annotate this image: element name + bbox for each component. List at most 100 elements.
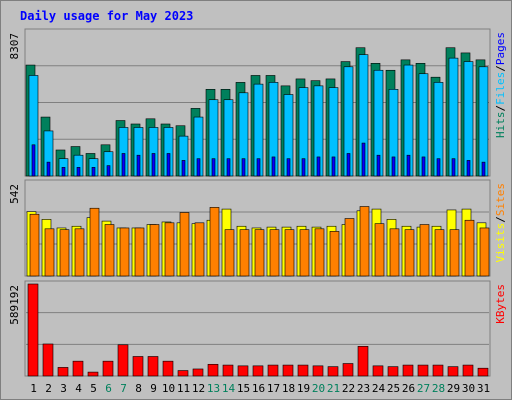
sites-bar — [464, 219, 475, 277]
sites-bar — [89, 207, 100, 277]
day-label: 23 — [357, 382, 370, 395]
pages-bar — [166, 153, 171, 177]
kbytes-bar — [117, 344, 129, 377]
sites-bar — [359, 206, 370, 277]
sites-bar — [344, 218, 355, 277]
kbytes-bar — [237, 365, 249, 377]
bottom-panel — [24, 280, 491, 377]
day-label: 24 — [372, 382, 386, 395]
pages-bar — [226, 158, 231, 177]
day-label: 1 — [30, 382, 37, 395]
day-label: 22 — [342, 382, 355, 395]
day-label: 4 — [75, 382, 82, 395]
day-label: 31 — [477, 382, 490, 395]
sites-bar — [224, 229, 235, 277]
kbytes-bar — [177, 370, 189, 377]
kbytes-bar — [462, 364, 474, 377]
pages-bar — [46, 161, 51, 177]
sites-bar — [164, 222, 175, 277]
day-label: 25 — [387, 382, 400, 395]
pages-bar — [151, 153, 156, 177]
kbytes-bar — [432, 364, 444, 377]
pages-bar — [286, 158, 291, 177]
kbytes-bar — [477, 367, 489, 377]
legend-entry: KBytes — [494, 284, 507, 324]
sites-bar — [299, 229, 310, 277]
pages-bar — [301, 158, 306, 177]
sites-bar — [239, 229, 250, 277]
pages-bar — [196, 158, 201, 177]
sites-bar — [254, 229, 265, 277]
kbytes-bar — [207, 363, 219, 377]
top-max-label: 8307 — [8, 33, 21, 60]
kbytes-bar — [267, 364, 279, 377]
legend-entry: Pages — [494, 32, 507, 65]
sites-bar — [104, 224, 115, 277]
kbytes-bar — [162, 360, 174, 377]
kbytes-bar — [57, 367, 69, 377]
kbytes-bar — [282, 364, 294, 377]
pages-bar — [91, 167, 96, 177]
kbytes-bar — [312, 365, 324, 377]
kbytes-bar — [42, 343, 54, 377]
pages-bar — [256, 158, 261, 177]
pages-bar — [76, 167, 81, 177]
kbytes-bar — [447, 366, 459, 377]
sites-bar — [389, 228, 400, 277]
sites-bar — [374, 223, 385, 277]
middle-max-label: 542 — [8, 184, 21, 204]
sites-bar — [434, 229, 445, 277]
kbytes-bar — [147, 356, 159, 377]
pages-bar — [376, 154, 381, 177]
pages-bar — [241, 158, 246, 177]
files-bar — [448, 57, 459, 177]
pages-bar — [31, 144, 36, 177]
legend-entry: Hits — [494, 112, 507, 139]
pages-bar — [136, 154, 141, 177]
kbytes-bar — [417, 364, 429, 377]
kbytes-bar — [87, 371, 99, 377]
pages-bar — [451, 158, 456, 177]
chart-title: Daily usage for May 2023 — [20, 9, 194, 23]
bottom-legend: KBytes — [494, 284, 507, 324]
kbytes-bar — [402, 364, 414, 377]
day-label: 17 — [267, 382, 280, 395]
sites-bar — [284, 229, 295, 277]
pages-bar — [466, 160, 471, 177]
pages-bar — [346, 153, 351, 177]
pages-bar — [421, 156, 426, 177]
kbytes-bar — [132, 356, 144, 377]
legend-entry: / — [494, 65, 507, 72]
files-bar — [463, 61, 474, 177]
day-label: 9 — [150, 382, 157, 395]
kbytes-bar — [297, 364, 309, 377]
sites-bar — [194, 222, 205, 277]
kbytes-bar — [372, 365, 384, 377]
pages-bar — [436, 158, 441, 177]
sites-bar — [179, 212, 190, 277]
sites-bar — [314, 228, 325, 277]
sites-bar — [329, 231, 340, 277]
day-label: 3 — [60, 382, 67, 395]
pages-bar — [316, 156, 321, 177]
pages-bar — [331, 156, 336, 177]
sites-bar — [44, 228, 55, 277]
sites-bar — [59, 229, 70, 277]
legend-entry: Visits — [494, 223, 507, 263]
sites-bar — [269, 229, 280, 277]
day-label: 20 — [312, 382, 325, 395]
middle-legend: Visits/Sites — [494, 183, 507, 263]
day-label: 18 — [282, 382, 295, 395]
pages-bar — [481, 161, 486, 177]
sites-bar — [29, 213, 40, 277]
legend-entry: / — [494, 216, 507, 223]
sites-bar — [149, 224, 160, 277]
sites-bar — [449, 229, 460, 277]
legend-entry: Files — [494, 72, 507, 105]
pages-bar — [181, 160, 186, 177]
kbytes-bar — [27, 283, 39, 377]
kbytes-bar — [192, 368, 204, 377]
day-label: 27 — [417, 382, 430, 395]
day-label: 30 — [462, 382, 475, 395]
